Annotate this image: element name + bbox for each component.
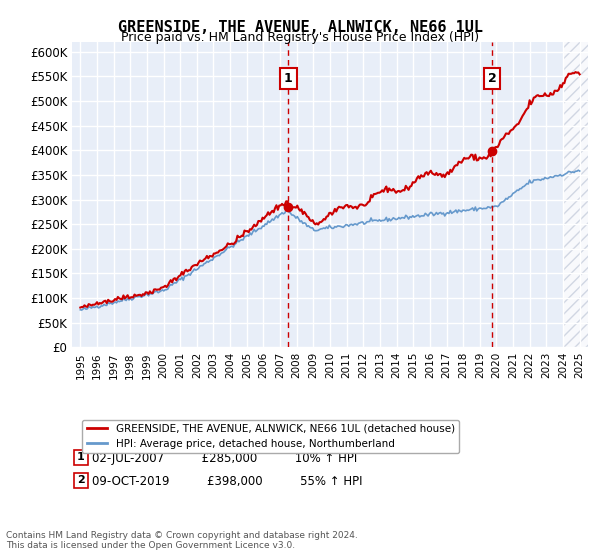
Text: 2: 2 <box>488 72 497 85</box>
Text: Price paid vs. HM Land Registry's House Price Index (HPI): Price paid vs. HM Land Registry's House … <box>121 31 479 44</box>
Text: 1: 1 <box>284 72 293 85</box>
Legend: GREENSIDE, THE AVENUE, ALNWICK, NE66 1UL (detached house), HPI: Average price, d: GREENSIDE, THE AVENUE, ALNWICK, NE66 1UL… <box>82 419 459 453</box>
Text: Contains HM Land Registry data © Crown copyright and database right 2024.
This d: Contains HM Land Registry data © Crown c… <box>6 530 358 550</box>
Text: 09-OCT-2019          £398,000          55% ↑ HPI: 09-OCT-2019 £398,000 55% ↑ HPI <box>77 475 362 488</box>
Text: GREENSIDE, THE AVENUE, ALNWICK, NE66 1UL: GREENSIDE, THE AVENUE, ALNWICK, NE66 1UL <box>118 20 482 35</box>
Text: 02-JUL-2007          £285,000          10% ↑ HPI: 02-JUL-2007 £285,000 10% ↑ HPI <box>77 452 358 465</box>
Text: 2: 2 <box>77 475 85 486</box>
Bar <box>563 42 596 347</box>
Text: 1: 1 <box>77 452 85 463</box>
